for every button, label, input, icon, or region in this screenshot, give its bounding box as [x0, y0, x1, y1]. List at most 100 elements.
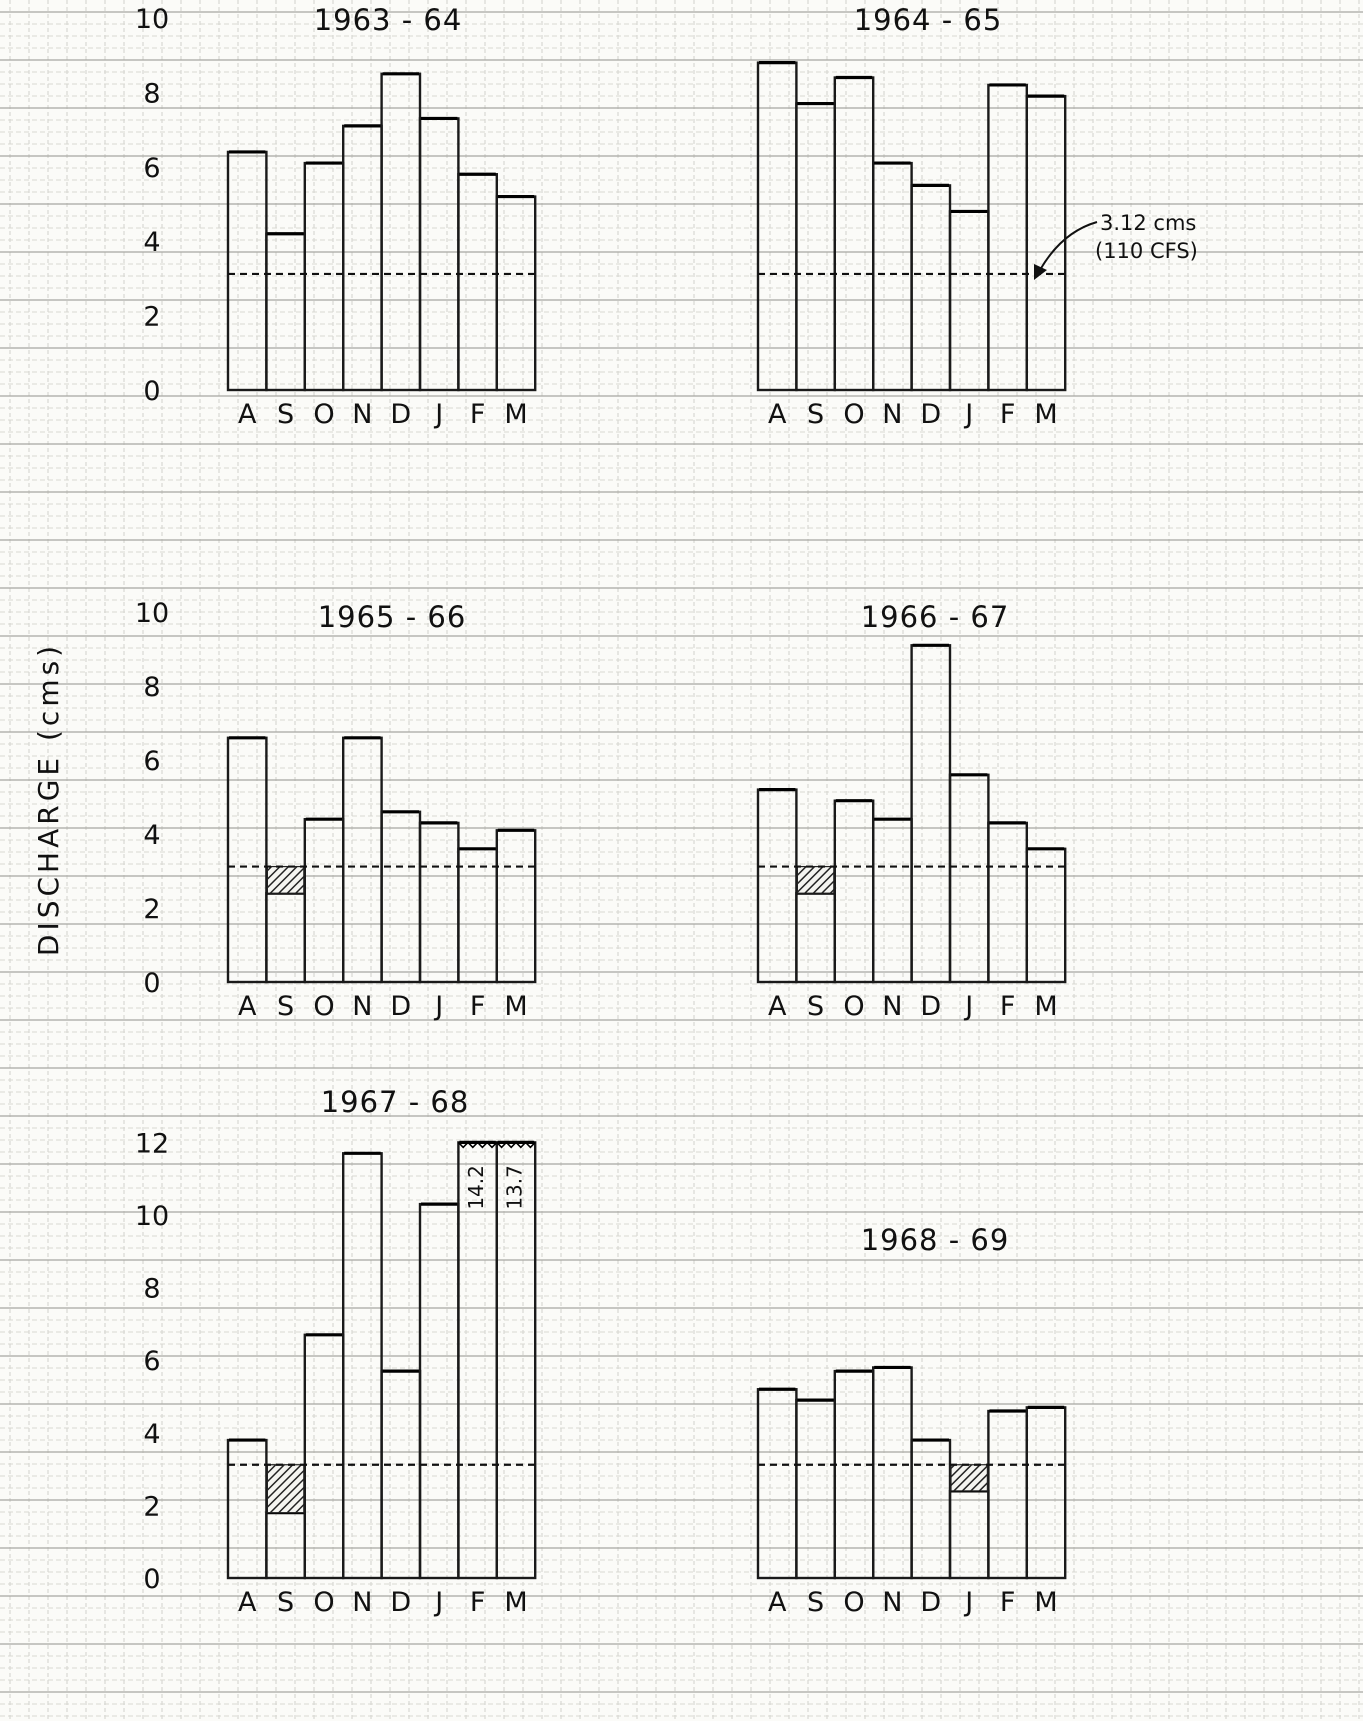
- y-axis-label-area: DISCHARGE (cms): [30, 604, 70, 994]
- bar: [303, 161, 345, 392]
- x-tick-label: N: [882, 1587, 902, 1618]
- clipped-value-label: 14.2: [464, 1165, 488, 1210]
- deficit-hatch: [796, 865, 835, 894]
- x-tick-label: N: [352, 399, 372, 430]
- x-tick-label: A: [768, 1587, 787, 1618]
- x-tick-label: F: [1000, 991, 1016, 1022]
- y-tick-label: 8: [143, 1274, 160, 1305]
- bar: [948, 210, 990, 392]
- x-tick-label: N: [352, 991, 372, 1022]
- bar: [987, 83, 1029, 392]
- y-tick-label: 12: [135, 1128, 169, 1159]
- chart-title: 1966 - 67: [861, 600, 1010, 634]
- bar: [265, 892, 306, 984]
- x-tick-label: J: [433, 991, 443, 1022]
- bar: [910, 1438, 952, 1580]
- y-tick-label: 4: [143, 1419, 160, 1450]
- chart-title: 1963 - 64: [314, 3, 463, 37]
- x-tick-label: N: [882, 991, 902, 1022]
- chart-panel: 1966 - 67 A S O N D J F M: [756, 600, 1067, 1022]
- x-tick-label: M: [1034, 399, 1057, 430]
- y-tick-label: 6: [143, 746, 160, 777]
- x-tick-label: M: [504, 399, 527, 430]
- bar: [342, 124, 383, 392]
- bar: [948, 773, 990, 984]
- bar: [380, 1369, 422, 1580]
- bar: [756, 1388, 798, 1580]
- y-tick-label: 8: [143, 78, 160, 109]
- bar: [872, 818, 913, 984]
- annotation-arrow: [1039, 221, 1098, 271]
- y-tick-label: 2: [143, 302, 160, 333]
- bar: [948, 1489, 990, 1580]
- x-tick-label: S: [807, 991, 824, 1022]
- bar: [872, 1366, 913, 1580]
- bar: [303, 1333, 345, 1580]
- x-tick-label: O: [313, 399, 334, 430]
- chart-panel: 1963 - 64 0 2 4 6 8 10 A S O N D J F M: [135, 3, 537, 430]
- x-tick-label: S: [807, 399, 824, 430]
- bar: [226, 1438, 268, 1580]
- annotation-arrowhead: [1034, 264, 1047, 280]
- x-tick-label: D: [390, 991, 411, 1022]
- y-tick-label: 10: [135, 1201, 169, 1232]
- x-tick-label: S: [277, 991, 294, 1022]
- bar: [226, 736, 268, 984]
- y-tick-label: 2: [143, 894, 160, 925]
- x-tick-label: M: [1034, 991, 1057, 1022]
- break-mark: [457, 1141, 498, 1149]
- bar: [380, 72, 422, 392]
- x-tick-label: O: [843, 991, 864, 1022]
- chart-panel: 1965 - 66 0 2 4 6 8 10 A S O N D J F M: [135, 598, 537, 1022]
- bar: [795, 892, 837, 984]
- x-tick-label: A: [768, 991, 787, 1022]
- x-tick-label: F: [470, 399, 486, 430]
- y-tick-label: 6: [143, 153, 160, 184]
- deficit-hatch: [266, 1464, 305, 1514]
- x-tick-label: O: [313, 1587, 334, 1618]
- bar: [833, 1369, 875, 1580]
- x-tick-label: F: [1000, 399, 1016, 430]
- threshold-note-line2: (110 CFS): [1095, 239, 1198, 263]
- bar: [418, 821, 460, 984]
- x-tick-label: S: [277, 399, 294, 430]
- x-tick-label: F: [470, 991, 486, 1022]
- x-tick-label: A: [238, 1587, 257, 1618]
- x-tick-label: A: [768, 399, 787, 430]
- deficit-hatch: [266, 865, 305, 894]
- clipped-value-label: 13.7: [503, 1165, 527, 1210]
- bar: [226, 150, 268, 392]
- bar: [1025, 847, 1067, 984]
- bar: [418, 117, 460, 392]
- chart-panel: 1968 - 69 A S O N D J F M: [756, 1223, 1067, 1618]
- x-tick-label: M: [504, 991, 527, 1022]
- bar: [457, 847, 498, 984]
- chart-panel: 1967 - 68 0 2 4 6 8 10 12 14.2 13.7 A S O N D J F M: [135, 1085, 537, 1618]
- x-tick-label: D: [390, 1587, 411, 1618]
- y-tick-label: 4: [143, 227, 160, 258]
- y-tick-label: 8: [143, 672, 160, 703]
- y-tick-label: 10: [135, 4, 169, 35]
- break-mark: [496, 1141, 536, 1149]
- bar: [342, 1152, 383, 1580]
- y-axis-label: DISCHARGE (cms): [32, 642, 65, 956]
- bar: [342, 736, 383, 984]
- x-tick-label: D: [390, 399, 411, 430]
- x-tick-label: F: [1000, 1587, 1016, 1618]
- y-tick-label: 10: [135, 598, 169, 629]
- x-tick-label: N: [882, 399, 902, 430]
- bar: [495, 829, 537, 984]
- x-tick-label: O: [313, 991, 334, 1022]
- deficit-hatch: [950, 1464, 989, 1492]
- x-tick-label: O: [843, 399, 864, 430]
- y-tick-label: 0: [143, 1564, 160, 1595]
- x-tick-label: D: [920, 399, 941, 430]
- bar: [795, 1398, 837, 1580]
- x-tick-label: S: [807, 1587, 824, 1618]
- x-tick-label: J: [963, 1587, 973, 1618]
- x-tick-label: J: [963, 991, 973, 1022]
- x-tick-label: O: [843, 1587, 864, 1618]
- x-tick-label: A: [238, 991, 257, 1022]
